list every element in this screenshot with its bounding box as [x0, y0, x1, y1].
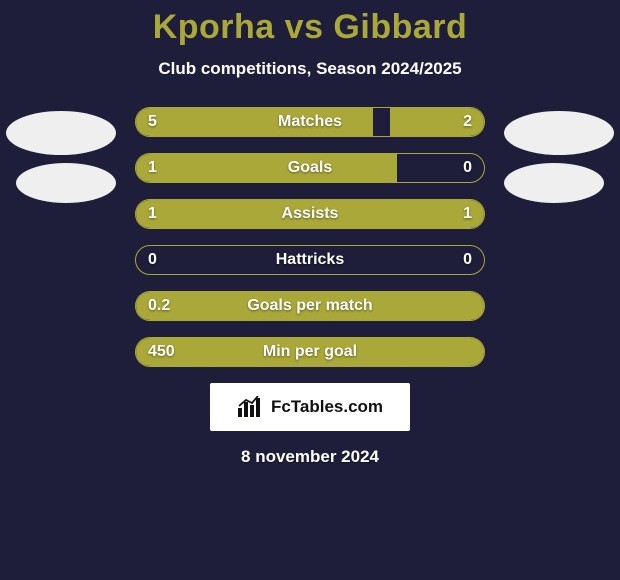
branding-label: FcTables.com [271, 397, 383, 417]
page-subtitle: Club competitions, Season 2024/2025 [0, 59, 620, 79]
stat-label: Hattricks [136, 246, 484, 275]
player-right-avatar [504, 111, 614, 155]
bars-icon [237, 396, 265, 418]
stat-row-matches: 5 Matches 2 [135, 107, 485, 137]
player-left-team-badge [16, 163, 116, 203]
stat-value-right: 0 [463, 246, 472, 275]
page-title: Kporha vs Gibbard [0, 8, 620, 47]
comparison-area: 5 Matches 2 1 Goals 0 1 Assists 1 [0, 107, 620, 467]
stat-row-goals: 1 Goals 0 [135, 153, 485, 183]
stat-row-assists: 1 Assists 1 [135, 199, 485, 229]
stat-bars: 5 Matches 2 1 Goals 0 1 Assists 1 [135, 107, 485, 367]
stat-row-min-per-goal: 450 Min per goal [135, 337, 485, 367]
stat-value-left: 0 [148, 246, 157, 275]
stat-fill-right [310, 200, 484, 228]
branding-badge: FcTables.com [210, 383, 410, 431]
stat-fill-left [136, 154, 397, 182]
stat-fill-left [136, 108, 373, 136]
stat-fill-right [390, 108, 484, 136]
stat-row-hattricks: 0 Hattricks 0 [135, 245, 485, 275]
stat-row-goals-per-match: 0.2 Goals per match [135, 291, 485, 321]
player-right-team-badge [504, 163, 604, 203]
stat-fill-left [136, 292, 484, 320]
stat-fill-left [136, 200, 310, 228]
page: Kporha vs Gibbard Club competitions, Sea… [0, 0, 620, 580]
stat-fill-left [136, 338, 484, 366]
player-left-avatar [6, 111, 116, 155]
stat-value-right: 0 [463, 154, 472, 183]
footer-date: 8 november 2024 [0, 447, 620, 467]
